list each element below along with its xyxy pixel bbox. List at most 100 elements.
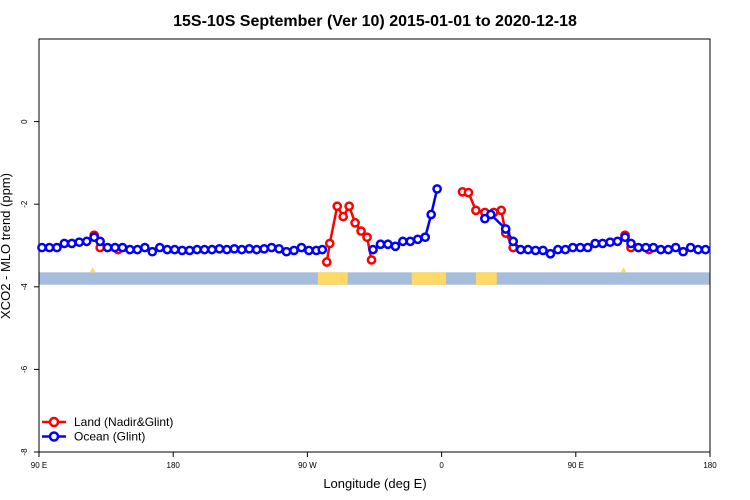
data-point-ocean: [500, 224, 511, 234]
data-point-land: [362, 232, 372, 243]
data-point-ocean: [110, 242, 120, 253]
data-point-ocean: [700, 244, 711, 255]
data-point-ocean: [397, 236, 408, 247]
data-point-ocean: [66, 238, 77, 249]
plot-area: 90 E 180 90 W 0 90 E 180 0 -2 -4 -6 -8: [20, 38, 717, 470]
ocean-mask-band: [39, 272, 710, 285]
data-point-ocean: [192, 244, 202, 255]
data-point-ocean: [597, 238, 608, 249]
data-point-ocean: [37, 242, 47, 253]
data-point-ocean: [523, 244, 533, 255]
data-point-ocean: [412, 234, 423, 245]
y-tick-label: 0: [20, 119, 29, 124]
data-point-ocean: [74, 237, 85, 248]
x-tick-label: 90 E: [568, 461, 584, 470]
data-point-ocean: [368, 244, 378, 255]
data-point-land: [356, 226, 366, 236]
data-point-ocean: [147, 246, 158, 257]
data-point-ocean: [52, 242, 62, 253]
data-point-ocean: [663, 244, 674, 255]
y-tick-label: -8: [20, 448, 29, 456]
data-point-ocean: [169, 244, 180, 255]
data-point-ocean: [207, 244, 217, 255]
data-point-ocean: [222, 244, 232, 255]
data-point-ocean: [236, 244, 247, 255]
land-mask-segment: [620, 267, 627, 273]
data-point-ocean: [612, 236, 623, 247]
data-point-ocean: [620, 232, 630, 243]
data-point-land: [332, 201, 343, 212]
x-tick-label: 180: [703, 461, 717, 470]
legend-label-land: Land (Nadir&Glint): [74, 415, 173, 429]
land-mask-segment: [89, 267, 96, 273]
y-tick-label: -4: [20, 283, 29, 291]
data-point-ocean: [508, 236, 519, 247]
data-point-ocean: [685, 242, 696, 253]
land-mask-segment: [317, 272, 348, 285]
data-point-land: [344, 201, 355, 212]
x-tick-label: 90 W: [298, 461, 317, 470]
data-point-ocean: [575, 242, 586, 253]
data-point-ocean: [296, 242, 307, 253]
legend: Land (Nadir&Glint)Ocean (Glint): [42, 415, 173, 444]
data-point-land: [366, 255, 377, 265]
data-point-ocean: [266, 242, 277, 253]
data-point-ocean: [162, 244, 173, 255]
data-point-ocean: [432, 184, 442, 194]
data-point-ocean: [259, 243, 270, 254]
data-point-ocean: [678, 246, 689, 257]
data-point-ocean: [405, 236, 416, 247]
data-point-ocean: [420, 232, 431, 243]
data-point-land: [350, 217, 360, 228]
data-point-ocean: [304, 245, 314, 256]
data-point-land: [321, 257, 332, 267]
data-point-ocean: [383, 239, 393, 250]
data-point-ocean: [81, 236, 92, 247]
data-point-ocean: [605, 237, 615, 248]
y-tick-label: -6: [20, 365, 29, 373]
data-point-ocean: [693, 244, 703, 255]
data-point-ocean: [177, 245, 187, 256]
data-point-ocean: [102, 242, 113, 253]
data-point-ocean: [132, 244, 143, 255]
legend-marker-land: [48, 416, 60, 428]
x-tick-label: 180: [167, 461, 181, 470]
x-axis-label: Longitude (deg E): [323, 476, 426, 491]
data-point-ocean: [485, 209, 496, 220]
data-point-land: [324, 238, 335, 249]
data-point-ocean: [648, 242, 659, 253]
data-point-ocean: [289, 245, 299, 256]
data-point-ocean: [655, 244, 666, 255]
data-point-ocean: [125, 244, 135, 255]
data-point-ocean: [44, 242, 55, 253]
x-tick-label: 0: [439, 461, 444, 470]
data-point-ocean: [426, 209, 437, 220]
data-point-ocean: [317, 244, 328, 255]
data-point-ocean: [140, 242, 150, 253]
data-point-land: [338, 211, 349, 222]
data-point-ocean: [375, 239, 386, 250]
data-point-ocean: [281, 246, 292, 257]
x-tick-label: 90 E: [31, 461, 47, 470]
legend-marker-ocean: [48, 431, 60, 442]
y-axis-label: XCO2 - MLO trend (ppm): [0, 173, 13, 319]
data-point-ocean: [553, 244, 563, 255]
data-point-ocean: [199, 244, 210, 255]
data-point-ocean: [251, 244, 262, 255]
data-point-land: [463, 187, 474, 198]
data-point-ocean: [59, 238, 70, 249]
data-point-ocean: [214, 243, 225, 254]
data-point-ocean: [567, 242, 578, 253]
land-mask-segment: [475, 272, 497, 285]
data-point-ocean: [184, 245, 195, 256]
legend-label-ocean: Ocean (Glint): [74, 430, 145, 444]
y-tick-label: -2: [20, 200, 29, 208]
data-point-ocean: [545, 248, 556, 259]
data-point-ocean: [641, 242, 651, 253]
data-point-land: [471, 205, 481, 216]
data-point-ocean: [117, 242, 128, 253]
data-point-ocean: [530, 245, 541, 256]
data-point-ocean: [154, 242, 165, 253]
land-mask-segment: [411, 272, 447, 285]
